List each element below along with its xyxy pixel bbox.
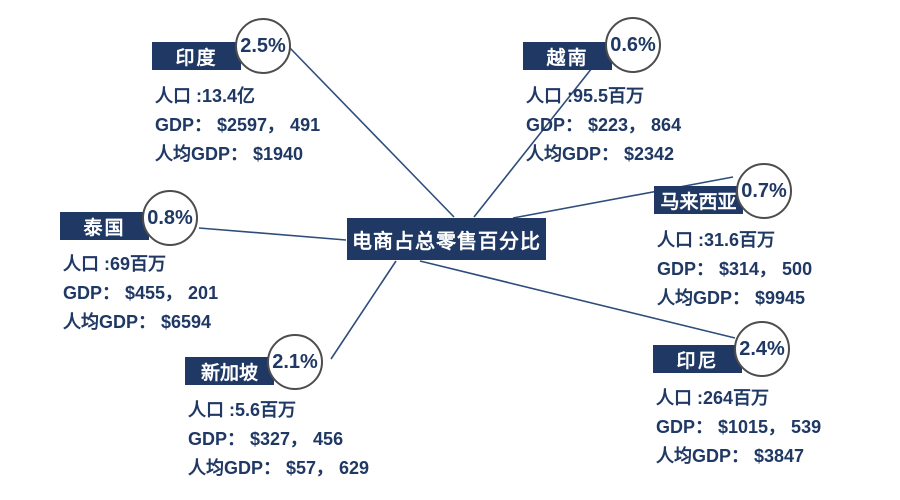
country-info-india: 人口 :13.4亿 GDP： $2597， 491 人均GDP： $1940	[155, 82, 320, 169]
population-text: 人口 :69百万	[63, 254, 167, 274]
gdp-per-capita-text: 人均GDP： $57， 629	[188, 458, 370, 478]
gdp-text: GDP： $455， 201	[63, 283, 219, 303]
country-info-thailand: 人口 :69百万 GDP： $455， 201 人均GDP： $6594	[63, 250, 218, 337]
country-label-india: 印度	[152, 42, 241, 70]
gdp-text: GDP： $327， 456	[188, 429, 344, 449]
gdp-text: GDP： $314， 500	[657, 259, 813, 279]
gdp-text: GDP： $1015， 539	[656, 417, 822, 437]
percent-badge-india: 2.5%	[235, 18, 291, 74]
center-node: 电商占总零售百分比	[347, 218, 546, 260]
population-text: 人口 :31.6百万	[657, 230, 776, 250]
country-info-singapore: 人口 :5.6百万 GDP： $327， 456 人均GDP： $57， 629	[188, 396, 369, 483]
center-label: 电商占总零售百分比	[352, 230, 541, 253]
connector-singapore	[330, 260, 397, 360]
gdp-per-capita-text: 人均GDP： $1940	[155, 144, 304, 164]
percent-badge-thailand: 0.8%	[142, 190, 198, 246]
country-label-thailand: 泰国	[60, 212, 149, 240]
gdp-text: GDP： $2597， 491	[155, 115, 321, 135]
gdp-per-capita-text: 人均GDP： $2342	[526, 144, 675, 164]
gdp-text: GDP： $223， 864	[526, 115, 682, 135]
gdp-per-capita-text: 人均GDP： $3847	[656, 446, 805, 466]
country-info-vietnam: 人口 :95.5百万 GDP： $223， 864 人均GDP： $2342	[526, 82, 681, 169]
country-label-malaysia: 马来西亚	[654, 186, 743, 214]
percent-badge-vietnam: 0.6%	[605, 17, 661, 73]
population-text: 人口 :13.4亿	[155, 86, 256, 106]
country-label-indonesia: 印尼	[653, 345, 742, 373]
population-text: 人口 :95.5百万	[526, 86, 645, 106]
country-label-vietnam: 越南	[523, 42, 612, 70]
population-text: 人口 :5.6百万	[188, 400, 297, 420]
country-info-malaysia: 人口 :31.6百万 GDP： $314， 500 人均GDP： $9945	[657, 226, 812, 313]
population-text: 人口 :264百万	[656, 388, 770, 408]
percent-badge-indonesia: 2.4%	[734, 321, 790, 377]
percent-badge-malaysia: 0.7%	[736, 163, 792, 219]
country-label-singapore: 新加坡	[185, 357, 274, 385]
gdp-per-capita-text: 人均GDP： $9945	[657, 288, 806, 308]
connector-thailand	[198, 227, 347, 241]
country-info-indonesia: 人口 :264百万 GDP： $1015， 539 人均GDP： $3847	[656, 384, 821, 471]
gdp-per-capita-text: 人均GDP： $6594	[63, 312, 212, 332]
percent-badge-singapore: 2.1%	[267, 334, 323, 390]
